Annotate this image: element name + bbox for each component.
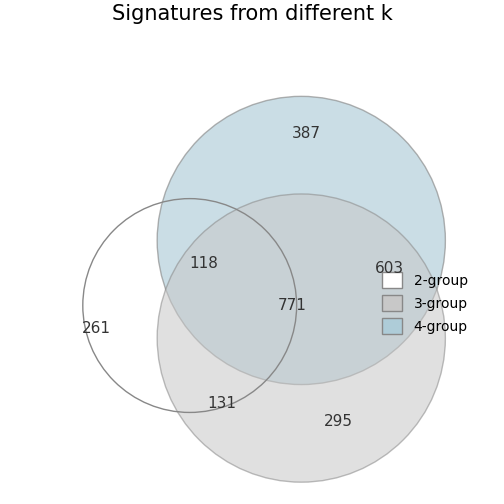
Text: 118: 118: [189, 256, 218, 271]
Text: 131: 131: [208, 396, 237, 411]
Circle shape: [157, 96, 446, 385]
Text: 771: 771: [278, 298, 306, 313]
Legend: 2-group, 3-group, 4-group: 2-group, 3-group, 4-group: [374, 265, 475, 341]
Text: 387: 387: [291, 126, 321, 141]
Text: 603: 603: [375, 261, 404, 276]
Title: Signatures from different k: Signatures from different k: [111, 4, 393, 24]
Circle shape: [157, 194, 446, 482]
Text: 295: 295: [324, 414, 353, 429]
Text: 261: 261: [82, 321, 111, 336]
